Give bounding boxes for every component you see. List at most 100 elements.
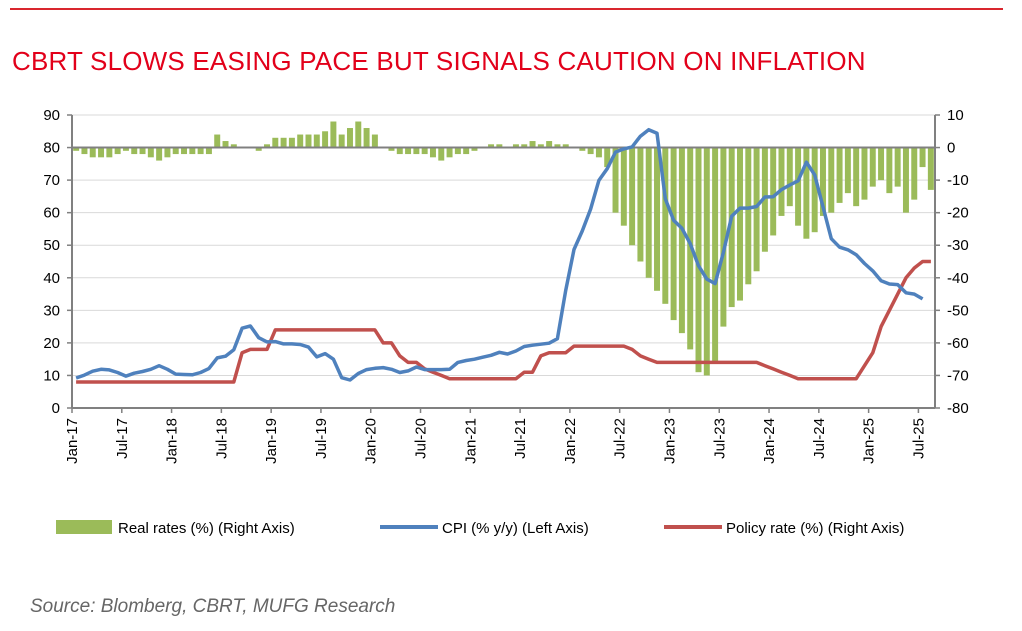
real-rate-bar [139,147,146,155]
real-rate-bar [288,137,295,148]
lines-layer [75,127,931,384]
real-rate-bar [471,147,478,151]
real-rate-bar [902,147,909,213]
real-rate-bar [645,147,652,278]
legend-label: CPI (% y/y) (Left Axis) [442,520,589,537]
real-rate-bar [73,147,80,151]
right-tick-label: -20 [947,205,969,222]
real-rate-bar [712,147,719,363]
x-tick-label: Jan-17 [64,418,81,464]
real-rate-bar [230,144,237,148]
x-tick-label: Jan-22 [562,418,579,464]
axes [67,114,940,413]
real-rate-bar [338,134,345,148]
x-tick-label: Jul-21 [512,418,529,459]
real-rate-bar [496,144,503,148]
real-rate-bar [836,147,843,203]
left-tick-label: 60 [43,205,60,222]
real-rate-bar [355,121,362,148]
left-tick-label: 40 [43,270,60,287]
x-tick-label: Jan-18 [164,418,181,464]
right-tick-label: -50 [947,302,969,319]
real-rate-bar [454,147,461,155]
chart-title: CBRT SLOWS EASING PACE BUT SIGNALS CAUTI… [12,46,866,76]
real-rate-bar [737,147,743,301]
real-rate-bar [413,147,420,155]
real-rate-bar [745,147,752,285]
real-rate-bar [264,144,270,148]
real-rate-bar [463,147,470,155]
real-rate-bar [546,141,553,148]
real-rate-bar [521,144,528,148]
real-rate-bar [446,147,453,158]
real-rate-bar [122,147,129,151]
real-rate-bar [537,144,544,148]
real-rate-bar [637,147,644,262]
legend-real-rates: Real rates (%) (Right Axis) [56,520,295,537]
legend: Real rates (%) (Right Axis) CPI (% y/y) (… [56,520,904,537]
real-rate-bar [695,147,702,373]
real-rate-bar [529,141,536,148]
real-rate-bar [844,147,851,194]
real-rate-bar [189,147,196,155]
real-rate-bar [670,147,677,321]
real-rate-bar [620,147,627,226]
real-rate-bar [147,147,154,158]
right-tick-label: 0 [947,140,955,157]
real-rate-bar [819,147,826,216]
right-tick-label: -70 [947,367,969,384]
right-tick-label: -40 [947,270,969,287]
real-rate-bar [753,147,760,272]
real-rate-bar [562,144,569,148]
real-rate-bar [172,147,179,155]
real-rate-bar [181,147,188,155]
real-rate-bar [297,134,304,148]
real-rate-bar [587,147,594,155]
real-rate-bar [98,147,105,158]
policy-rate-line [76,259,931,384]
real-rate-bar [405,147,412,155]
real-rate-bar [778,147,785,216]
real-rate-bar [429,147,436,158]
real-rate-bar [131,147,138,155]
real-rate-bar [886,147,893,194]
left-tick-label: 0 [52,400,60,417]
real-rate-bar [828,147,835,213]
right-tick-label: -30 [947,237,969,254]
x-tick-label: Jul-20 [413,418,430,459]
real-rate-bar [786,147,793,207]
left-tick-label: 20 [43,335,60,352]
real-rate-bar [313,134,320,148]
x-tick-label: Jul-23 [711,418,728,459]
real-rate-bar [612,147,619,213]
real-rate-bar [156,147,163,161]
real-rate-bar [629,147,636,246]
x-tick-label: Jul-25 [910,418,927,459]
real-rate-bar [371,134,378,148]
x-tick-label: Jul-18 [213,418,230,459]
cpi-line [75,127,924,382]
real-rate-bar [388,147,395,151]
right-tick-label: -10 [947,172,969,189]
tick-labels: 0 10 20 30 40 50 60 70 80 90 -80 -70 -60 -50 -40 -30 -20… [43,107,968,464]
left-tick-label: 50 [43,237,60,254]
x-tick-label: Jan-20 [363,418,380,464]
real-rate-bar [164,147,171,158]
legend-cpi: CPI (% y/y) (Left Axis) [380,520,589,537]
right-tick-label: 10 [947,107,964,124]
real-rates-bars [73,121,934,376]
legend-label: Real rates (%) (Right Axis) [118,520,295,537]
x-tick-label: Jul-17 [114,418,131,459]
top-rule [10,8,1003,10]
real-rate-bar [322,131,329,148]
real-rate-bar [703,147,710,376]
legend-policy-rate: Policy rate (%) (Right Axis) [664,520,904,537]
real-rate-bar [811,147,818,233]
real-rate-bar [106,147,113,158]
x-tick-label: Jan-23 [661,418,678,464]
x-tick-label: Jul-22 [612,418,629,459]
real-rate-bar [579,147,586,151]
real-rate-bar [305,134,312,148]
real-rate-bar [869,147,876,187]
